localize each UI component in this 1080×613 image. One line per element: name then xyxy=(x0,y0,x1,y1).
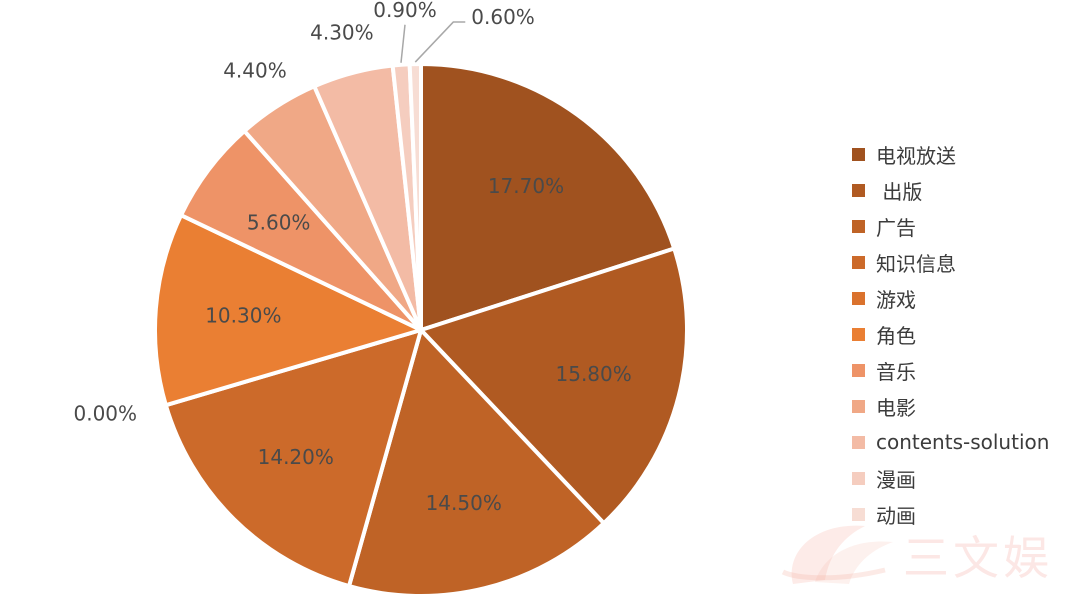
legend: 电视放送 出版广告知识信息游戏角色音乐电影 contents-solution 漫画… xyxy=(852,136,1077,532)
legend-item-manga: 漫画 xyxy=(852,460,1077,496)
legend-swatch xyxy=(852,435,865,449)
slice-label-music: 5.60% xyxy=(247,211,311,235)
pie-slice-character xyxy=(153,213,423,408)
pie-slice-animation xyxy=(407,62,423,332)
slice-label-manga: 0.90% xyxy=(373,0,437,22)
legend-swatch xyxy=(852,255,865,269)
legend-item-character: 角色 xyxy=(852,316,1077,352)
legend-swatch xyxy=(852,363,865,377)
legend-label: 电视放送 xyxy=(876,143,956,168)
watermark-text: 三文娱 xyxy=(903,531,1053,585)
leader-lines xyxy=(400,21,466,63)
pie-slices xyxy=(153,62,689,598)
slice-label-ads: 14.50% xyxy=(426,491,502,515)
legend-swatch xyxy=(852,219,865,233)
pie-slice-ads xyxy=(347,328,606,598)
legend-label: 出版 xyxy=(876,179,923,204)
legend-item-ads: 广告 xyxy=(852,208,1077,244)
legend-label: 电影 xyxy=(876,395,916,420)
legend-label: 角色 xyxy=(876,323,916,348)
slice-label-animation: 0.60% xyxy=(471,5,535,29)
legend-label: 广告 xyxy=(876,215,916,240)
legend-label: contents-solution xyxy=(876,430,1050,454)
legend-swatch xyxy=(852,147,865,161)
legend-label: 漫画 xyxy=(876,467,916,492)
legend-item-game: 游戏 xyxy=(852,280,1077,316)
legend-item-music: 音乐 xyxy=(852,352,1077,388)
slice-label-film: 4.40% xyxy=(223,59,287,83)
legend-swatch xyxy=(852,471,865,485)
slice-label-character: 10.30% xyxy=(205,304,281,328)
legend-item-film: 电影 xyxy=(852,388,1077,424)
legend-swatch xyxy=(852,507,865,521)
pie-slice-publishing xyxy=(419,246,689,526)
slice-label-game: 0.00% xyxy=(74,402,138,426)
legend-item-contents-solution: contents-solution xyxy=(852,424,1077,460)
slice-label-knowledge: 14.20% xyxy=(258,445,334,469)
slice-label-publishing: 15.80% xyxy=(556,362,632,386)
watermark-logo: 三文娱 xyxy=(775,512,1065,592)
legend-label: 音乐 xyxy=(876,359,916,384)
leader-line-manga xyxy=(400,24,406,63)
legend-swatch xyxy=(852,399,865,413)
legend-item-knowledge: 知识信息 xyxy=(852,244,1077,280)
leader-line-animation xyxy=(414,21,466,63)
legend-swatch xyxy=(852,291,865,305)
slice-label-contents-solution: 4.30% xyxy=(310,20,374,44)
legend-item-publishing: 出版 xyxy=(852,172,1077,208)
legend-item-animation: 动画 xyxy=(852,496,1077,532)
watermark-icon xyxy=(781,525,893,584)
slice-labels: 17.70% 15.80% 14.50% 14.20% 0.00% 10.30% 5.60%… xyxy=(74,0,632,515)
pie-slice-knowledge xyxy=(163,328,423,589)
legend-swatch xyxy=(852,183,865,197)
pie-slice-tv xyxy=(419,62,677,332)
legend-label: 游戏 xyxy=(876,287,916,312)
legend-label: 知识信息 xyxy=(876,251,956,276)
slice-label-tv: 17.70% xyxy=(488,174,564,198)
legend-item-tv: 电视放送 xyxy=(852,136,1077,172)
legend-swatch xyxy=(852,327,865,341)
legend-label: 动画 xyxy=(876,503,916,528)
